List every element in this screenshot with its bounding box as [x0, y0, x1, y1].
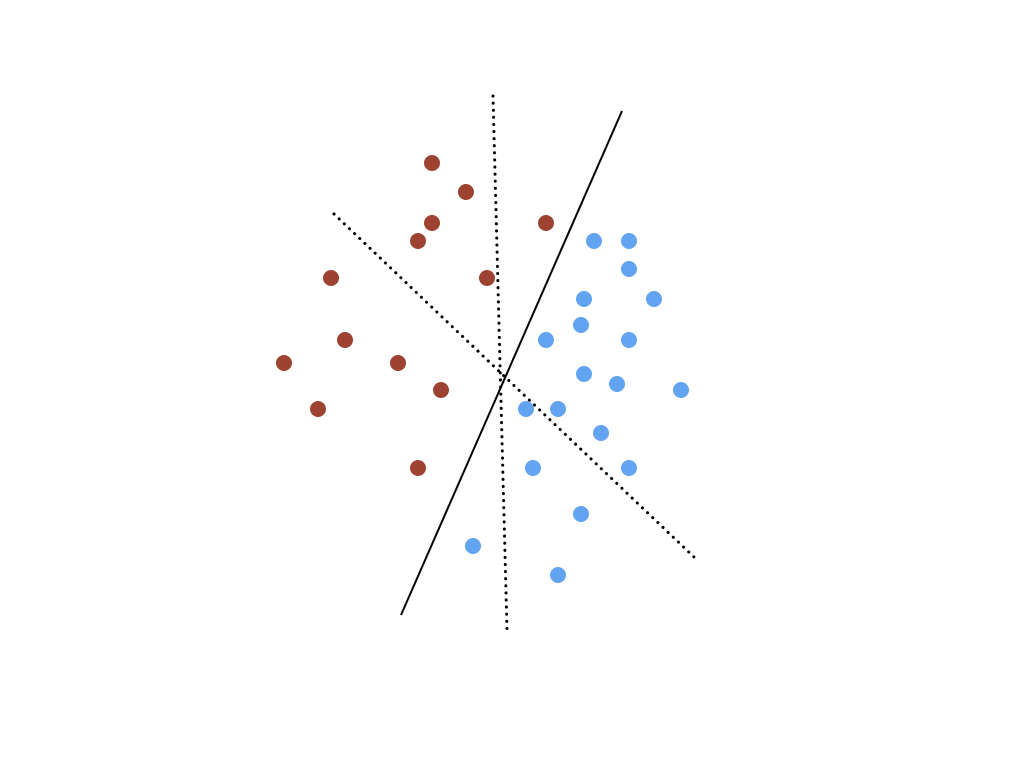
red-class-point-9 — [276, 355, 292, 371]
blue-class-point-5 — [646, 291, 662, 307]
red-class-point-8 — [337, 332, 353, 348]
blue-class-point-11 — [673, 382, 689, 398]
red-class-point-2 — [458, 184, 474, 200]
data-points — [276, 155, 689, 583]
red-class-point-1 — [424, 155, 440, 171]
blue-class-point-10 — [609, 376, 625, 392]
blue-class-point-16 — [621, 460, 637, 476]
solid-separator — [400, 110, 623, 616]
blue-class-point-9 — [576, 366, 592, 382]
blue-class-point-17 — [573, 506, 589, 522]
blue-class-point-2 — [621, 233, 637, 249]
red-class-point-6 — [323, 270, 339, 286]
red-class-point-11 — [433, 382, 449, 398]
blue-class-point-19 — [550, 567, 566, 583]
red-class-point-13 — [410, 460, 426, 476]
blue-class-point-13 — [550, 401, 566, 417]
diagonal-dotted-separator — [332, 212, 696, 559]
vertical-dotted-separator — [491, 94, 509, 632]
blue-class-point-14 — [593, 425, 609, 441]
blue-class-point-8 — [621, 332, 637, 348]
red-class-point-3 — [424, 215, 440, 231]
blue-class-point-3 — [621, 261, 637, 277]
blue-class-point-1 — [586, 233, 602, 249]
red-class-point-4 — [410, 233, 426, 249]
blue-class-point-6 — [573, 317, 589, 333]
red-class-point-7 — [479, 270, 495, 286]
blue-class-point-15 — [525, 460, 541, 476]
red-class-point-10 — [390, 355, 406, 371]
blue-class-point-12 — [518, 401, 534, 417]
blue-class-point-4 — [576, 291, 592, 307]
red-class-point-5 — [538, 215, 554, 231]
separator-lines — [332, 94, 696, 632]
red-class-point-12 — [310, 401, 326, 417]
blue-class-point-18 — [465, 538, 481, 554]
blue-class-point-7 — [538, 332, 554, 348]
